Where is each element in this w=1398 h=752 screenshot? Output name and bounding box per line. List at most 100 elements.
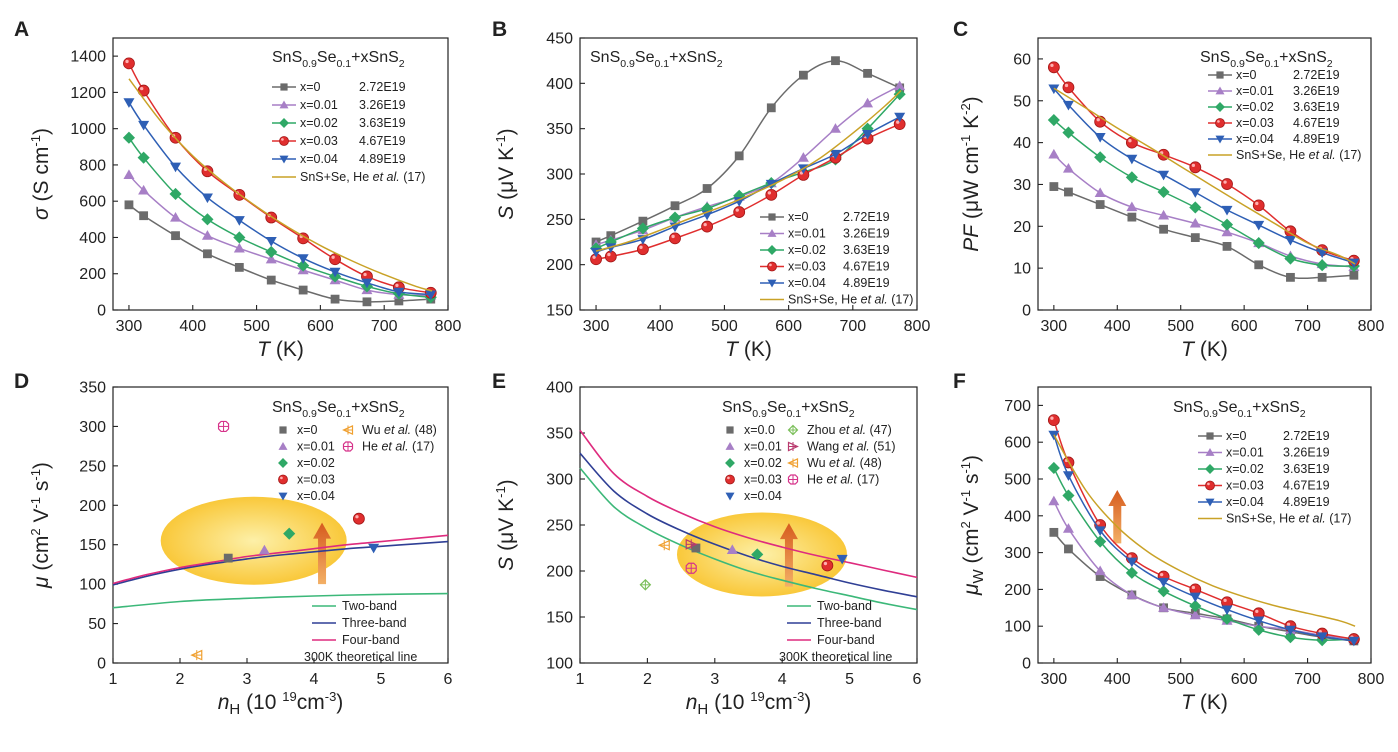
y-tick-label: 350: [546, 121, 573, 138]
legend-label: x=0.03: [297, 473, 335, 487]
legend-title-text: Se: [1218, 399, 1238, 416]
y-tick-label: 100: [546, 656, 573, 673]
legend-label: Zhou et al. (47): [807, 423, 892, 437]
legend-label: x=0.04: [1236, 132, 1274, 146]
x-axis-symbol: T: [725, 338, 740, 361]
data-point-triangle-down: [1348, 636, 1360, 647]
x-axis-label: nH (10 19cm-3): [686, 689, 812, 718]
legend-label: x=0.01: [300, 98, 338, 112]
legend-value: 3.26E19: [843, 227, 890, 241]
legend-value: 2.72E19: [1293, 68, 1340, 82]
data-point-circle: [821, 559, 834, 572]
data-point-triangle-down: [1158, 577, 1170, 588]
data-point-circle: [765, 188, 778, 201]
x-axis-label: T (K): [257, 338, 304, 361]
data-point-square: [670, 201, 680, 211]
data-point-triangle-down: [733, 197, 745, 207]
data-point-triangle: [1126, 589, 1138, 600]
legend-title-subscript: 0.9: [620, 58, 635, 70]
data-point-square: [691, 543, 701, 553]
trend-arrow: [779, 523, 798, 587]
data-point-diamond: [1284, 631, 1297, 644]
legend-value: 4.89E19: [359, 152, 406, 166]
x-axis-label: nH (10 19cm-3): [218, 689, 344, 718]
x-axis-superscript: 19: [750, 689, 764, 704]
x-axis-superscript: -3: [793, 689, 805, 704]
y-axis-symbol: S: [495, 557, 518, 571]
legend-label: x=0.01: [1226, 446, 1264, 460]
data-point-circle: [1252, 199, 1265, 212]
y-axis-superscript: -1: [28, 469, 43, 481]
legend-label: He et al. (17): [807, 473, 879, 487]
x-tick-label: 500: [1167, 671, 1194, 688]
data-point-triangle: [1126, 201, 1138, 212]
y-tick-label: 10: [1013, 261, 1031, 278]
data-point-highlight: [1217, 120, 1220, 123]
data-point-diamond: [725, 458, 735, 468]
data-point-highlight: [896, 120, 900, 124]
legend-title-text: SnS: [272, 49, 302, 66]
data-point-diamond: [1252, 236, 1265, 250]
legend-value: 4.67E19: [1283, 479, 1330, 493]
data-point-triangle-down: [123, 98, 135, 108]
legend-label: x=0: [788, 210, 809, 224]
legend-label: He et al. (17): [362, 440, 434, 454]
data-point-highlight: [823, 561, 828, 566]
plot-frame: [1037, 37, 1372, 311]
data-point-square: [1190, 233, 1200, 243]
data-point-triangle-down: [1284, 235, 1296, 246]
y-axis-superscript: 2: [958, 521, 973, 528]
data-point-triangle-down: [1126, 154, 1138, 165]
y-axis-label: μW (cm2 V-1 s-1): [958, 455, 987, 596]
y-tick-label: 1400: [70, 49, 106, 66]
legend-title-text: SnS: [722, 399, 752, 416]
x-axis-label: T (K): [1181, 338, 1228, 361]
theory-line-4-band: [112, 534, 449, 585]
legend-label: x=0.04: [300, 152, 338, 166]
data-point-highlight: [140, 87, 144, 91]
data-point-square: [768, 213, 776, 221]
x-axis-symbol: n: [686, 691, 698, 714]
y-tick-label: 250: [546, 212, 573, 229]
data-point-diamond: [1220, 612, 1234, 625]
data-point-triangle: [258, 544, 270, 555]
data-point-triangle: [1221, 226, 1233, 237]
series-line: [1053, 88, 1355, 264]
data-point-circle: [1215, 118, 1225, 128]
legend-label-text: Wu: [807, 456, 829, 470]
data-point-triangle: [725, 442, 735, 450]
data-point-circle: [1189, 161, 1202, 174]
data-point-diamond: [1316, 259, 1329, 272]
x-axis-label: T (K): [1181, 691, 1228, 714]
legend-label-italic: et al.: [384, 423, 411, 437]
data-point-triangle-down: [425, 290, 437, 301]
legend-value: 3.26E19: [1293, 84, 1340, 98]
x-axis-superscript: 19: [282, 689, 296, 704]
y-tick-label: 200: [79, 266, 106, 283]
data-point-diamond: [893, 88, 906, 101]
y-axis-superscript: -1: [493, 135, 508, 147]
legend-label: x=0.04: [744, 489, 782, 503]
legend-title-subscript: 2: [717, 58, 723, 70]
data-point-square: [223, 553, 233, 563]
x-tick-label: 3: [243, 671, 252, 688]
data-point-triangle: [201, 230, 213, 240]
legend-label: x=0.0: [744, 423, 775, 437]
data-point-highlight: [727, 476, 730, 480]
data-point-diamond: [1284, 252, 1297, 265]
theory-line-3-band: [112, 540, 449, 586]
data-point-triangle: [767, 229, 777, 237]
legend-label: x=0.02: [788, 243, 826, 257]
x-axis-symbol: T: [1181, 338, 1196, 361]
series-line: [1053, 531, 1354, 642]
data-point-circle: [725, 474, 735, 485]
data-point-square: [1254, 260, 1264, 270]
data-point-diamond: [751, 548, 764, 561]
data-point-diamond: [1252, 623, 1265, 636]
legend-value: 4.89E19: [1293, 132, 1340, 146]
legend-value: 4.67E19: [843, 260, 890, 274]
data-point-circle: [1047, 414, 1060, 427]
y-axis-superscript: -2: [958, 103, 973, 115]
legend-label-text: Wu: [362, 423, 384, 437]
data-point-highlight: [799, 171, 804, 175]
